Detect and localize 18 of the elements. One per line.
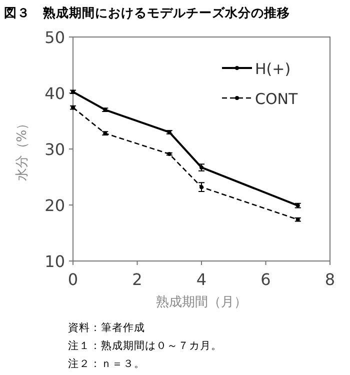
y-tick-label: 50 [44, 28, 65, 47]
chart-title: 図３ 熟成期間におけるモデルチーズ水分の推移 [4, 5, 290, 20]
text: 注２：ｎ＝３。 [68, 357, 145, 370]
y-tick-label: 30 [44, 140, 65, 159]
y-tick-label: 40 [44, 84, 65, 103]
x-tick-label: 6 [260, 270, 271, 289]
y-tick-label: 10 [44, 252, 65, 271]
legend-label: CONT [255, 90, 298, 108]
x-axis-title: 熟成期間（月） [156, 295, 247, 310]
text: 資料：筆者作成 [68, 321, 145, 334]
legend-label: H(+) [255, 60, 291, 78]
x-tick-label: 4 [196, 270, 207, 289]
x-tick-label: 0 [68, 270, 78, 289]
y-axis-title: 水分（%） [15, 116, 30, 182]
x-tick-label: 8 [324, 270, 336, 289]
x-tick-label: 2 [132, 270, 142, 289]
y-tick-label: 20 [44, 196, 65, 215]
text: 注１：熟成期間は０～７カ月。 [68, 339, 222, 352]
